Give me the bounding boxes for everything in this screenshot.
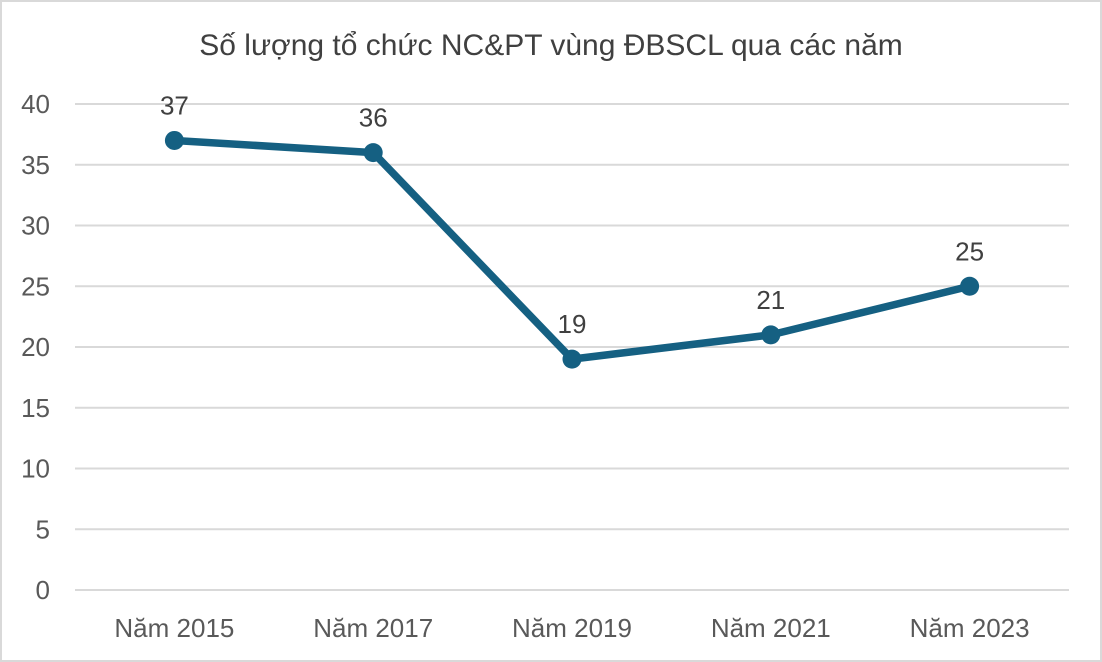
data-point-label: 37 [160,90,189,120]
y-axis-tick-label: 30 [21,211,50,241]
data-point-marker [761,325,781,345]
y-axis-tick-label: 20 [21,332,50,362]
x-axis-tick-label: Năm 2015 [114,613,234,643]
y-axis-tick-label: 40 [21,89,50,119]
x-axis-tick-label: Năm 2019 [512,613,632,643]
data-point-marker [164,130,184,150]
data-point-label: 19 [558,309,587,339]
data-point-marker [363,143,383,163]
y-axis-tick-label: 15 [21,393,50,423]
y-axis-tick-label: 35 [21,150,50,180]
data-point-label: 25 [955,236,984,266]
y-axis-tick-label: 5 [36,514,50,544]
chart-title: Số lượng tổ chức NC&PT vùng ĐBSCL qua cá… [199,29,903,62]
y-axis-tick-label: 25 [21,271,50,301]
data-point-marker [960,276,980,296]
data-point-marker [562,349,582,369]
x-axis-tick-label: Năm 2017 [313,613,433,643]
x-axis-tick-label: Năm 2023 [910,613,1030,643]
data-point-label: 36 [359,103,388,133]
data-point-label: 21 [756,285,785,315]
y-axis-tick-label: 0 [36,575,50,605]
y-axis-tick-label: 10 [21,454,50,484]
x-axis-tick-label: Năm 2021 [711,613,831,643]
